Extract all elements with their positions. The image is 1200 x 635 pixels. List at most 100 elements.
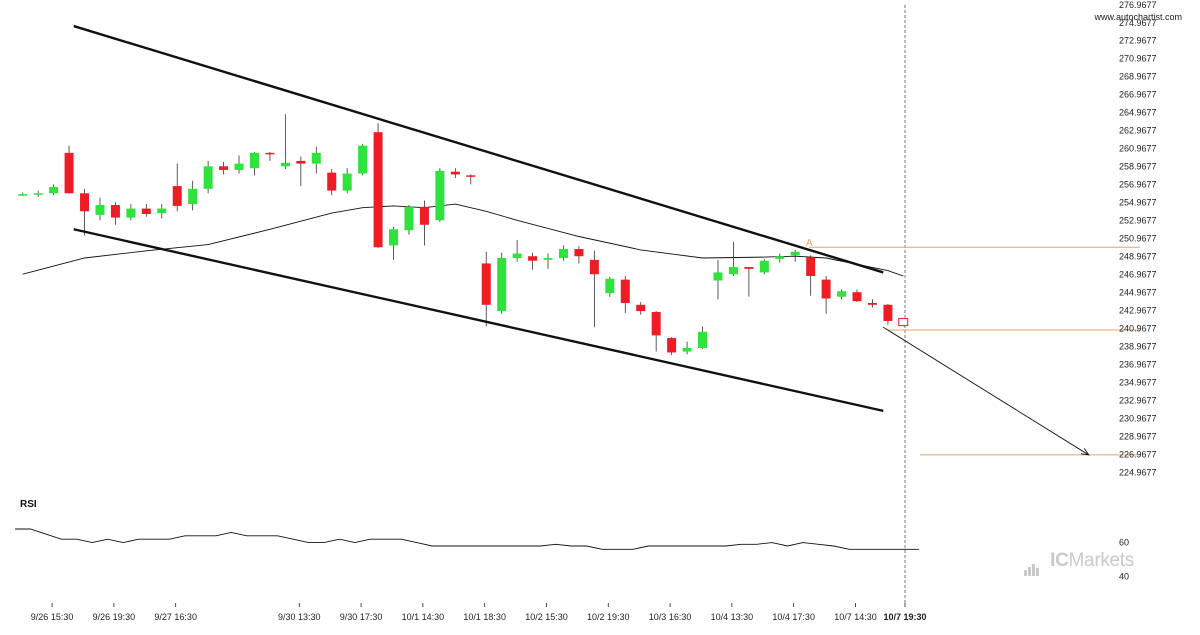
candle-body (419, 206, 429, 225)
candle-up (342, 168, 352, 194)
candle-body (589, 259, 599, 275)
price-tick-label: 230.9677 (1119, 413, 1157, 423)
candle-up (249, 151, 259, 176)
candle-up (358, 143, 368, 176)
candle-body (667, 338, 677, 353)
candle-body (296, 160, 306, 164)
candle-down (373, 123, 383, 249)
candle-body (806, 257, 816, 277)
candle-body (605, 278, 615, 294)
price-tick-label: 248.9677 (1119, 252, 1157, 262)
rsi-panel: 60 40 (15, 528, 1129, 582)
candle-up (234, 155, 244, 174)
candle-up (203, 160, 213, 194)
time-tick-label: 10/2 19:30 (587, 612, 630, 622)
candle-down (80, 188, 90, 236)
candle-up (790, 249, 800, 262)
candle-body (389, 229, 399, 246)
candle-body (265, 152, 275, 155)
brand-bars-icon (1024, 558, 1040, 576)
price-tick-label: 268.9677 (1119, 72, 1157, 82)
candle-down (219, 161, 229, 175)
rsi-line (15, 528, 919, 550)
candle-body (512, 253, 522, 259)
candle-body (821, 279, 831, 299)
channel-upper-line (73, 24, 884, 274)
price-tick-label: 232.9677 (1119, 395, 1157, 405)
candle-up (837, 289, 847, 300)
candle-body (466, 175, 476, 177)
candle-body (543, 258, 553, 260)
candle-body (682, 347, 692, 352)
time-tick-label: 10/4 13:30 (711, 612, 754, 622)
candle-body (203, 166, 213, 189)
candle-body (435, 170, 445, 221)
candle-down (296, 156, 306, 187)
candle-body (49, 187, 59, 194)
channel-lower-line (73, 228, 884, 413)
time-tick-label: 10/7 14:30 (834, 612, 877, 622)
candle-up (157, 204, 167, 219)
candle-up (435, 168, 445, 223)
candle-body (497, 258, 507, 312)
candle-up (775, 253, 785, 263)
candle-up (543, 253, 553, 269)
candle-body (157, 208, 167, 214)
price-axis: 276.9677 274.9677 272.9677 270.9677 268.9677… (1119, 0, 1157, 477)
brand-logo: ICMarkets (1050, 550, 1134, 572)
price-tick-label: 260.9677 (1119, 144, 1157, 154)
time-tick-label: 10/1 18:30 (463, 612, 506, 622)
price-tick-label: 254.9677 (1119, 198, 1157, 208)
price-tick-label: 240.9677 (1119, 323, 1157, 333)
candle-down (852, 289, 862, 303)
candle-down (667, 337, 677, 356)
candle-up (188, 180, 198, 211)
watermark[interactable]: www.autochartist.com (1094, 12, 1182, 22)
price-tick-label: 264.9677 (1119, 108, 1157, 118)
moving-average-line (22, 203, 904, 277)
candle-body (558, 249, 568, 259)
time-tick-label: 10/4 17:30 (772, 612, 815, 622)
candle-up (311, 146, 321, 174)
candle-up (18, 192, 28, 196)
candle-body (852, 292, 862, 302)
candle-body (883, 304, 893, 321)
time-tick-label: 9/30 17:30 (340, 612, 383, 622)
candle-body (528, 256, 538, 261)
candle-body (280, 162, 290, 167)
candle-body (620, 279, 630, 303)
rsi-title: RSI (20, 499, 37, 510)
candle-body (342, 173, 352, 191)
candle-body (651, 311, 661, 336)
candle-up (126, 204, 136, 221)
candle-body (698, 331, 708, 348)
time-tick-label: 9/26 15:30 (31, 612, 74, 622)
candle-body (327, 172, 337, 191)
candle-down (589, 250, 599, 328)
brand-prefix: IC (1050, 550, 1069, 571)
candle-body (126, 208, 136, 218)
candle-down (64, 145, 74, 194)
price-tick-label: 234.9677 (1119, 377, 1157, 387)
price-tick-label: 272.9677 (1119, 36, 1157, 46)
time-tick-label: 9/30 13:30 (278, 612, 321, 622)
candle-down (636, 302, 646, 315)
candle-down (327, 169, 337, 196)
price-tick-label: 250.9677 (1119, 234, 1157, 244)
candle-body (172, 186, 182, 206)
candle-up (95, 197, 105, 221)
time-tick-label: 9/27 16:30 (154, 612, 197, 622)
candle-body (188, 188, 198, 205)
candle-body (790, 251, 800, 256)
candle-body (33, 193, 43, 195)
price-tick-label: 262.9677 (1119, 126, 1157, 136)
time-axis: 9/26 15:30 9/26 19:30 9/27 16:30 9/30 13:30… (31, 603, 927, 622)
candle-body (837, 291, 847, 297)
candle-down (883, 303, 893, 325)
candle-down (141, 204, 151, 217)
brand-suffix: Markets (1068, 550, 1135, 571)
candle-body (636, 304, 646, 312)
forecast-candle (898, 318, 909, 327)
channel-layer (73, 24, 1090, 456)
